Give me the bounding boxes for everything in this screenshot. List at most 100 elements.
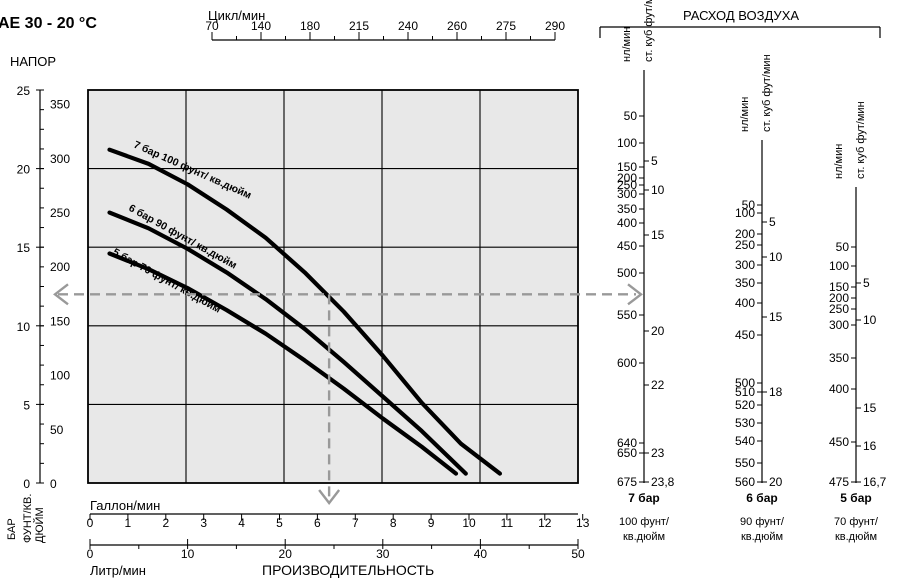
nl-tick-label: 200 xyxy=(829,291,849,305)
cycle-tick-label: 180 xyxy=(300,19,320,33)
series-line-3 xyxy=(107,251,459,476)
air-scales: нл/мин ст. куб фут/мин5010015020025030035… xyxy=(617,0,887,543)
cycle-tick-label: 140 xyxy=(251,19,271,33)
psi-label-line1: 70 фунт/ xyxy=(834,516,879,528)
bar-tick-label: 5 xyxy=(23,398,30,412)
liter-tick-label: 40 xyxy=(474,547,488,561)
cycle-tick-label: 260 xyxy=(447,19,467,33)
liters-axis-label: Литр/мин xyxy=(90,563,146,578)
grid-lines xyxy=(88,90,578,483)
psi-label-line2: кв.дюйм xyxy=(741,531,783,543)
nl-tick-label: 350 xyxy=(829,351,849,365)
cf-tick-label: 23 xyxy=(651,446,665,460)
bar-tick-label: 15 xyxy=(17,241,31,255)
gallon-tick-label: 12 xyxy=(538,516,552,530)
nl-tick-label: 675 xyxy=(617,475,637,489)
nl-tick-label: 650 xyxy=(617,446,637,460)
cf-tick-label: 22 xyxy=(651,378,665,392)
y-unit-bar: БАР xyxy=(6,518,18,540)
nl-tick-label: 510 xyxy=(735,385,755,399)
bar-tick-label: 0 xyxy=(23,477,30,491)
cf-tick-label: 10 xyxy=(769,250,783,264)
nl-tick-label: 550 xyxy=(735,456,755,470)
plot-background xyxy=(87,89,579,484)
series-line-1 xyxy=(107,147,502,476)
nl-tick-label: 350 xyxy=(617,202,637,216)
nl-tick-label: 250 xyxy=(735,238,755,252)
nl-tick-label: 150 xyxy=(829,280,849,294)
pressure-label: 5 бар xyxy=(840,491,871,505)
nl-tick-label: 500 xyxy=(617,266,637,280)
gallon-tick-label: 7 xyxy=(352,516,359,530)
gallon-tick-label: 1 xyxy=(125,516,132,530)
cf-tick-label: 5 xyxy=(863,276,870,290)
liter-tick-label: 20 xyxy=(279,547,293,561)
nl-tick-label: 400 xyxy=(735,296,755,310)
psi-label-line2: кв.дюйм xyxy=(623,531,665,543)
y-unit-psi-line2: ДЮЙМ xyxy=(33,507,46,543)
bar-tick-label: 25 xyxy=(17,84,31,98)
psi-tick-label: 50 xyxy=(50,423,64,437)
gallon-tick-label: 10 xyxy=(462,516,476,530)
nl-unit-label: нл/мин xyxy=(833,144,845,179)
cf-unit-label: ст. куб фут/мин xyxy=(855,101,867,179)
reference-arrow-left xyxy=(53,283,69,306)
nl-tick-label: 300 xyxy=(735,258,755,272)
nl-tick-label: 350 xyxy=(735,276,755,290)
nl-tick-label: 640 xyxy=(617,436,637,450)
gallon-tick-label: 3 xyxy=(200,516,207,530)
pressure-label: 6 бар xyxy=(746,491,777,505)
psi-label-line1: 90 фунт/ xyxy=(740,516,785,528)
gallon-tick-label: 11 xyxy=(501,516,514,530)
bar-tick-label: 20 xyxy=(17,163,31,177)
y-unit-psi-line1: ФУНТ/КВ. xyxy=(22,494,34,543)
psi-tick-label: 0 xyxy=(50,477,57,491)
reference-arrow-down xyxy=(318,489,341,505)
liter-tick-label: 10 xyxy=(181,547,195,561)
cycle-axis-label: Цикл/мин xyxy=(208,8,265,23)
cf-tick-label: 15 xyxy=(863,401,877,415)
cycle-tick-label: 240 xyxy=(398,19,418,33)
psi-tick-label: 100 xyxy=(50,369,70,383)
nl-tick-label: 450 xyxy=(617,239,637,253)
nl-tick-label: 550 xyxy=(617,308,637,322)
cf-tick-label: 18 xyxy=(769,385,783,399)
nl-tick-label: 50 xyxy=(624,109,638,123)
cf-tick-label: 16 xyxy=(863,439,877,453)
cf-tick-label: 5 xyxy=(651,154,658,168)
cf-tick-label: 20 xyxy=(769,475,783,489)
cycle-axis: 70 140 180 215 240 260 275 290 xyxy=(205,19,565,41)
nl-tick-label: 600 xyxy=(617,356,637,370)
nl-tick-label: 500 xyxy=(735,376,755,390)
nl-tick-label: 300 xyxy=(617,187,637,201)
nl-tick-label: 540 xyxy=(735,434,755,448)
cycle-tick-label: 215 xyxy=(349,19,369,33)
gallon-tick-label: 9 xyxy=(428,516,435,530)
x-axes: 0 1 2 3 4 5 6 7 8 9 10 11 12 130 10 20 30 40 50 xyxy=(87,513,590,561)
cf-tick-label: 15 xyxy=(769,310,783,324)
gallon-tick-label: 2 xyxy=(162,516,169,530)
nl-tick-label: 520 xyxy=(735,398,755,412)
gallon-tick-label: 13 xyxy=(576,516,590,530)
nl-tick-label: 100 xyxy=(735,206,755,220)
nl-tick-label: 100 xyxy=(617,136,637,150)
cf-unit-label: ст. куб фут/мин xyxy=(761,54,773,132)
nl-tick-label: 450 xyxy=(735,328,755,342)
bar-tick-label: 10 xyxy=(17,320,31,334)
cf-tick-label: 16,7 xyxy=(863,475,887,489)
cycle-tick-label: 70 xyxy=(205,19,219,33)
nl-tick-label: 400 xyxy=(617,216,637,230)
nl-tick-label: 400 xyxy=(829,382,849,396)
psi-tick-label: 300 xyxy=(50,152,70,166)
cf-tick-label: 10 xyxy=(863,313,877,327)
cf-tick-label: 10 xyxy=(651,183,665,197)
gallons-axis-label: Галлон/мин xyxy=(90,498,160,513)
psi-label-line1: 100 фунт/ xyxy=(619,516,670,528)
cf-tick-label: 5 xyxy=(769,215,776,229)
cycle-tick-label: 275 xyxy=(496,19,516,33)
reference-arrow-right xyxy=(627,283,643,306)
liter-tick-label: 50 xyxy=(571,547,585,561)
